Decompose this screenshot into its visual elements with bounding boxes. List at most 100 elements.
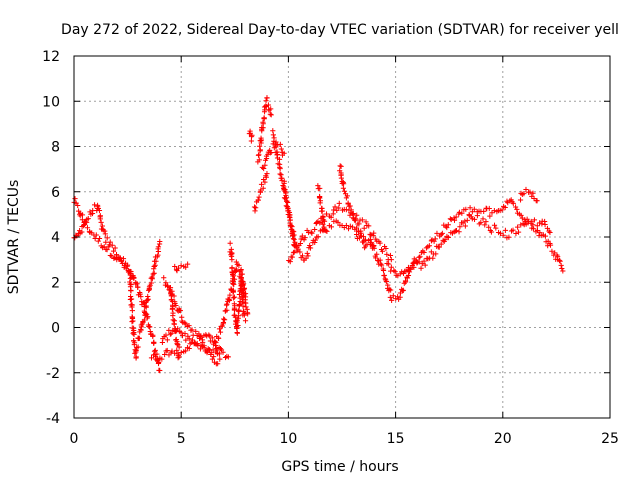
data-point [421, 258, 427, 264]
data-point [238, 285, 244, 292]
data-point [150, 333, 156, 339]
data-point [161, 275, 167, 281]
data-point [215, 361, 221, 367]
data-point [469, 216, 475, 222]
data-point [233, 266, 239, 272]
data-point [264, 95, 270, 101]
data-point [370, 244, 377, 250]
data-point [299, 253, 306, 259]
data-point [176, 344, 182, 350]
data-point [164, 337, 170, 343]
data-point [263, 98, 269, 104]
data-point [378, 261, 384, 267]
data-point [444, 224, 450, 231]
data-point [224, 301, 230, 307]
data-point [165, 283, 171, 290]
data-point [142, 309, 148, 316]
data-point [291, 236, 297, 242]
data-point [85, 215, 91, 222]
data-point [150, 271, 156, 277]
data-point [530, 190, 536, 196]
data-point [189, 327, 195, 333]
data-point [159, 356, 165, 362]
data-point [471, 206, 477, 212]
data-point [148, 280, 154, 286]
data-point [374, 251, 380, 257]
data-point [239, 299, 246, 305]
data-point [520, 221, 526, 227]
y-tick-label: 4 [51, 230, 60, 246]
data-point [322, 227, 328, 233]
data-point [175, 342, 181, 348]
data-point [102, 231, 108, 237]
data-point [212, 338, 218, 345]
data-point [258, 135, 264, 141]
data-point [231, 294, 238, 300]
data-point [185, 261, 191, 267]
data-point [182, 320, 188, 326]
y-tick-label: 8 [51, 140, 60, 156]
data-point [230, 289, 236, 295]
data-point [117, 255, 124, 261]
data-point [337, 163, 343, 169]
data-point [426, 243, 432, 249]
data-point [268, 149, 274, 156]
data-point [150, 352, 157, 358]
data-point [130, 318, 136, 324]
data-point [95, 238, 101, 244]
data-point [171, 321, 177, 327]
data-point [558, 262, 564, 269]
data-point [295, 246, 301, 252]
y-tick-label: 10 [42, 94, 60, 110]
data-point [148, 275, 154, 281]
data-point [478, 219, 484, 226]
data-point [481, 208, 487, 215]
data-point [199, 337, 206, 343]
data-point [151, 263, 157, 269]
data-point [353, 231, 360, 238]
x-tick-label: 15 [387, 431, 405, 447]
data-point [459, 210, 465, 216]
data-point [233, 259, 239, 265]
data-point [290, 236, 297, 242]
data-point [556, 257, 563, 263]
data-point [349, 224, 356, 230]
data-point [257, 143, 263, 149]
data-point [344, 193, 350, 199]
data-point [383, 278, 389, 285]
data-point [320, 217, 327, 223]
data-point [187, 341, 193, 347]
data-point [196, 331, 202, 337]
data-point [453, 214, 459, 220]
data-point [174, 347, 180, 353]
data-point [317, 198, 324, 204]
data-point [307, 242, 313, 249]
data-point [357, 233, 363, 239]
data-point [176, 354, 182, 360]
data-point [361, 238, 367, 244]
data-point [506, 234, 512, 240]
data-point [255, 197, 261, 203]
data-point [305, 253, 311, 259]
data-point [402, 278, 409, 284]
data-point [270, 132, 276, 138]
data-point [549, 248, 555, 254]
data-point [162, 351, 168, 358]
data-point [253, 205, 259, 211]
y-axis-label: SDTVAR / TECUs [6, 180, 22, 295]
data-point [323, 211, 330, 217]
data-point [442, 237, 448, 243]
data-point [462, 218, 468, 224]
data-point [388, 287, 394, 293]
data-point [118, 258, 124, 264]
data-point [235, 315, 241, 321]
data-point [371, 230, 377, 236]
data-point [81, 223, 87, 229]
data-point [151, 339, 157, 345]
data-point [463, 206, 469, 212]
data-point [542, 221, 548, 228]
data-point [474, 213, 480, 219]
data-point [240, 281, 246, 288]
data-point [83, 219, 89, 225]
data-point [530, 222, 536, 228]
